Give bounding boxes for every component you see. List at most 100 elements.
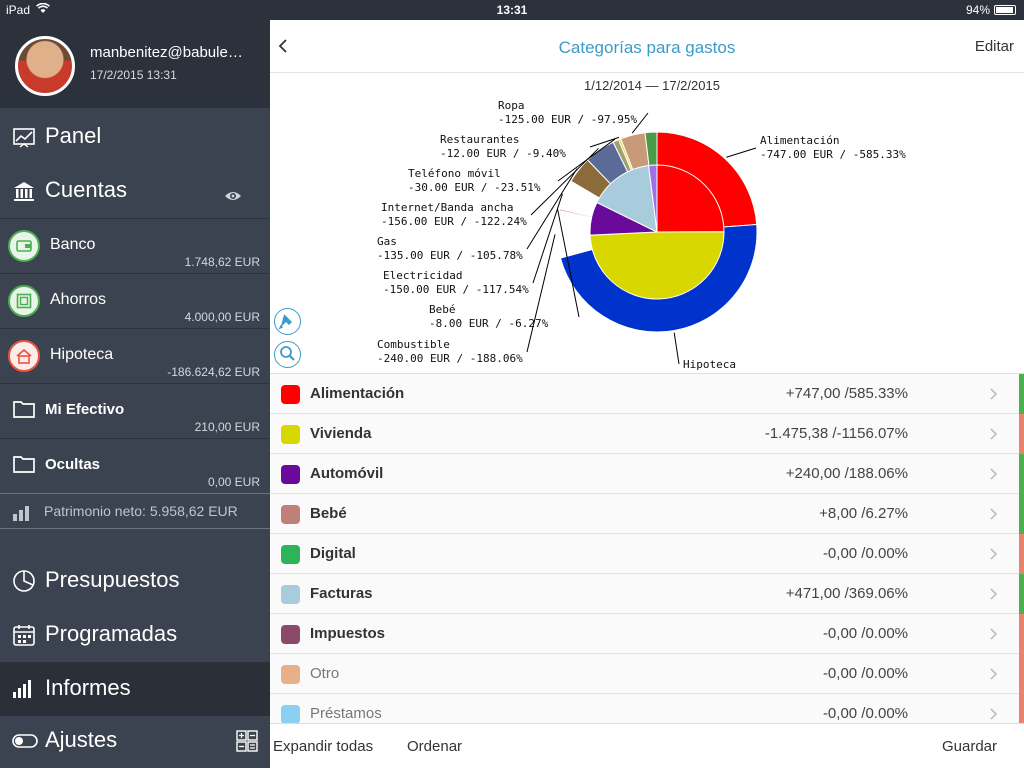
nav-panel[interactable]: Panel bbox=[0, 112, 270, 162]
category-color-swatch bbox=[281, 505, 300, 524]
slice-label-3: Bebé bbox=[429, 303, 456, 316]
nav-panel-label: Panel bbox=[45, 123, 102, 148]
leader-line-8 bbox=[589, 136, 620, 148]
slice-label-1: Hipoteca bbox=[683, 358, 736, 371]
sidebar: manbenitez@babule… 17/2/2015 13:31 Panel… bbox=[0, 20, 270, 768]
account-name: Banco bbox=[50, 236, 96, 253]
inner-slice-0 bbox=[656, 164, 725, 233]
category-name: Préstamos bbox=[310, 705, 382, 722]
account-name: Mi Efectivo bbox=[45, 401, 125, 418]
pie-chart-icon bbox=[12, 569, 36, 593]
category-color-swatch bbox=[281, 465, 300, 484]
leader-line-2 bbox=[526, 234, 556, 353]
calendar-icon bbox=[12, 623, 36, 647]
category-row-prestamos[interactable]: Préstamos -0,00 /0.00% bbox=[270, 694, 1024, 723]
account-balance: 0,00 EUR bbox=[207, 475, 260, 489]
chevron-right-icon bbox=[989, 587, 998, 601]
wifi-icon bbox=[36, 2, 50, 17]
sort-button[interactable]: Ordenar bbox=[407, 738, 463, 755]
account-hipoteca[interactable]: Hipoteca -186.624,62 EUR bbox=[0, 328, 270, 383]
category-name: Bebé bbox=[310, 505, 347, 522]
nav-informes[interactable]: Informes bbox=[0, 662, 270, 716]
account-ocultas[interactable]: Ocultas 0,00 EUR bbox=[0, 438, 270, 493]
chevron-right-icon bbox=[989, 387, 998, 401]
category-edge-marker bbox=[1019, 454, 1024, 494]
account-balance: -186.624,62 EUR bbox=[167, 365, 260, 379]
category-value: +8,00 /6.27% bbox=[819, 505, 908, 522]
account-ahorros[interactable]: Ahorros 4.000,00 EUR bbox=[0, 273, 270, 328]
eye-icon[interactable] bbox=[224, 183, 242, 200]
back-chevron-icon[interactable] bbox=[276, 36, 290, 56]
edit-button[interactable]: Editar bbox=[974, 38, 1014, 55]
zoom-icon[interactable] bbox=[274, 341, 301, 368]
last-sync-date: 17/2/2015 13:31 bbox=[90, 68, 177, 82]
toggle-icon bbox=[12, 729, 38, 753]
slice-detail-9: -125.00 EUR / -97.95% bbox=[498, 113, 637, 126]
slice-detail-7: -30.00 EUR / -23.51% bbox=[408, 181, 541, 194]
nav-ajustes-label: Ajustes bbox=[45, 727, 118, 752]
slice-label-7: Teléfono móvil bbox=[408, 167, 501, 180]
category-edge-marker bbox=[1019, 654, 1024, 694]
slice-detail-2: -240.00 EUR / -188.06% bbox=[377, 352, 523, 365]
category-value: -0,00 /0.00% bbox=[822, 545, 908, 562]
leader-line-9 bbox=[631, 112, 649, 134]
inner-slice-1 bbox=[589, 231, 725, 300]
category-name: Impuestos bbox=[310, 625, 386, 642]
category-name: Facturas bbox=[310, 585, 373, 602]
category-name: Otro bbox=[310, 665, 340, 682]
leader-line-5 bbox=[526, 168, 578, 250]
category-row-otro[interactable]: Otro -0,00 /0.00% bbox=[270, 654, 1024, 694]
chevron-right-icon bbox=[989, 507, 998, 521]
nav-ajustes[interactable]: Ajustes bbox=[0, 716, 270, 766]
nav-presupuestos-label: Presupuestos bbox=[45, 567, 180, 592]
category-row-automovil[interactable]: Automóvil +240,00 /188.06% bbox=[270, 454, 1024, 494]
save-button[interactable]: Guardar bbox=[941, 738, 997, 755]
account-balance: 210,00 EUR bbox=[194, 420, 260, 434]
account-name: Ahorros bbox=[50, 291, 107, 308]
category-list: Alimentación +747,00 /585.33% Vivienda -… bbox=[270, 373, 1024, 723]
leader-line-3 bbox=[557, 209, 580, 318]
pin-icon[interactable] bbox=[274, 308, 301, 335]
nav-presupuestos[interactable]: Presupuestos bbox=[0, 556, 270, 606]
account-balance: 1.748,62 EUR bbox=[184, 255, 260, 269]
category-name: Vivienda bbox=[310, 425, 372, 442]
bottom-toolbar: Expandir todas Ordenar Guardar bbox=[270, 723, 1024, 768]
account-mi-efectivo[interactable]: Mi Efectivo 210,00 EUR bbox=[0, 383, 270, 438]
chevron-right-icon bbox=[989, 707, 998, 721]
user-profile[interactable]: manbenitez@babule… 17/2/2015 13:31 bbox=[0, 20, 270, 108]
pie-chart[interactable]: 1/12/2014 — 17/2/2015 Alimentación-747.00… bbox=[270, 74, 1024, 374]
nav-programadas[interactable]: Programadas bbox=[0, 610, 270, 660]
category-color-swatch bbox=[281, 705, 300, 723]
nav-cuentas[interactable]: Cuentas bbox=[0, 166, 270, 216]
account-banco[interactable]: Banco 1.748,62 EUR bbox=[0, 218, 270, 273]
category-row-alimentacion[interactable]: Alimentación +747,00 /585.33% bbox=[270, 374, 1024, 414]
slice-detail-0: -747.00 EUR / -585.33% bbox=[760, 148, 906, 161]
category-color-swatch bbox=[281, 545, 300, 564]
chevron-right-icon bbox=[989, 467, 998, 481]
category-row-digital[interactable]: Digital -0,00 /0.00% bbox=[270, 534, 1024, 574]
account-name: Ocultas bbox=[45, 456, 101, 473]
category-row-facturas[interactable]: Facturas +471,00 /369.06% bbox=[270, 574, 1024, 614]
expand-all-button[interactable]: Expandir todas bbox=[273, 738, 374, 755]
category-row-bebe[interactable]: Bebé +8,00 /6.27% bbox=[270, 494, 1024, 534]
calculator-icon[interactable] bbox=[236, 730, 258, 752]
leader-line-4 bbox=[532, 193, 563, 284]
category-value: +747,00 /585.33% bbox=[785, 385, 908, 402]
battery-icon bbox=[994, 5, 1016, 15]
category-value: +240,00 /188.06% bbox=[785, 465, 908, 482]
page-title: Categorías para gastos bbox=[558, 38, 736, 57]
category-color-swatch bbox=[281, 625, 300, 644]
category-row-impuestos[interactable]: Impuestos -0,00 /0.00% bbox=[270, 614, 1024, 654]
chart-area: 1/12/2014 — 17/2/2015 Alimentación -747.00… bbox=[270, 74, 1024, 374]
account-name: Hipoteca bbox=[50, 346, 114, 363]
category-edge-marker bbox=[1019, 374, 1024, 414]
chevron-right-icon bbox=[989, 427, 998, 441]
safe-icon bbox=[8, 285, 40, 317]
slice-label-8: Restaurantes bbox=[440, 133, 519, 146]
nav-informes-label: Informes bbox=[45, 675, 131, 700]
wallet-icon bbox=[8, 230, 40, 262]
bank-icon bbox=[12, 179, 36, 203]
net-worth: Patrimonio neto: 5.958,62 EUR bbox=[0, 493, 270, 529]
category-edge-marker bbox=[1019, 494, 1024, 534]
category-row-vivienda[interactable]: Vivienda -1.475,38 /-1156.07% bbox=[270, 414, 1024, 454]
